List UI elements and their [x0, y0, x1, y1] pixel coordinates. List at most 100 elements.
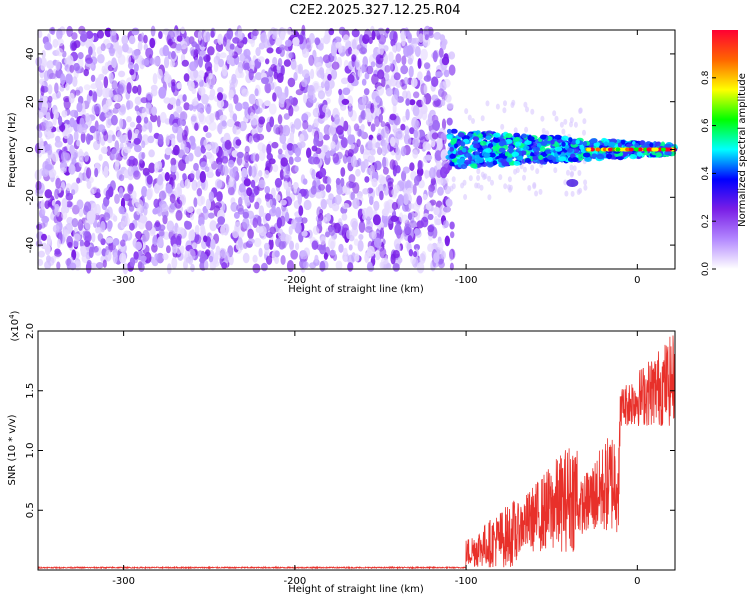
spectrogram-cell [395, 131, 403, 140]
spectrogram-cell [340, 77, 349, 85]
spectrogram-cell [54, 248, 61, 255]
spectrogram-cell [272, 56, 278, 66]
spectrogram-cell [438, 47, 444, 58]
spectrogram-cell [61, 198, 68, 210]
spectrogram-cell [126, 54, 132, 64]
spectrogram-cell [412, 105, 420, 117]
spectrogram-cell [144, 251, 152, 264]
spectrogram-cell [293, 118, 302, 130]
spectrogram-cell [433, 252, 440, 264]
spectrogram-cell [76, 177, 81, 184]
spectrogram-cell [540, 115, 545, 122]
spectrogram-cell [530, 164, 535, 171]
spectrogram-cell [149, 37, 156, 49]
spectrogram-cell [322, 54, 331, 64]
spectrogram-cell [388, 51, 394, 63]
y-tick-label: 40 [25, 48, 36, 61]
spectrogram-cell [95, 105, 100, 115]
spectrogram-cell [633, 147, 639, 152]
spectrogram-cell [487, 194, 492, 201]
spectrogram-cell [277, 114, 283, 125]
spectrogram-cell [69, 144, 75, 156]
spectrogram-cell [258, 247, 263, 258]
spectrogram-cell [205, 31, 211, 43]
spectrogram-cell [38, 137, 44, 150]
spectrogram-cell [133, 170, 141, 180]
spectrogram-cell [118, 70, 126, 78]
spectrogram-cell [109, 47, 115, 57]
spectrogram-cell [350, 38, 358, 49]
spectrogram-cell [278, 148, 283, 155]
spectrogram-cell [115, 159, 120, 167]
spectrogram-cell [403, 193, 409, 206]
spectrogram-cell [209, 220, 217, 232]
spectrogram-cell [190, 263, 195, 273]
spectrogram-cell [369, 195, 374, 206]
spectrogram-cell [86, 259, 92, 266]
spectrogram-cell [492, 132, 501, 138]
spectrogram-cell [422, 37, 431, 47]
spectrogram-cell [197, 30, 202, 41]
spectrogram-cell [459, 157, 465, 163]
spectrogram-cell [376, 85, 385, 96]
spectrogram-cell [360, 144, 365, 155]
spectrogram-cell [382, 156, 387, 169]
spectrogram-cell [311, 169, 316, 180]
spectrogram-cell [85, 30, 94, 39]
spectrogram-cell [431, 94, 439, 102]
spectrogram-cell [368, 36, 373, 45]
spectrogram-cell [203, 125, 209, 133]
spectrogram-cell [193, 97, 199, 106]
spectrogram-cell [118, 205, 125, 215]
spectrogram-cell [424, 169, 429, 179]
spectrogram-cell [263, 242, 270, 251]
spectrogram-cell [231, 150, 239, 158]
spectrogram-cell [189, 61, 198, 72]
colorbar-tick-label: 0.6 [701, 118, 711, 133]
spectrogram-cell [334, 194, 342, 205]
spectrogram-cell [291, 218, 297, 230]
spectrogram-cell [405, 108, 410, 121]
spectrogram-cell [246, 187, 253, 197]
y-tick-label: -40 [25, 237, 36, 253]
spectrogram-cell [420, 48, 428, 61]
spectrogram-cell [143, 206, 148, 216]
spectrogram-cell [137, 41, 143, 52]
spectrogram-cell [488, 152, 496, 158]
spectrogram-cell [476, 175, 481, 181]
spectrogram-cell [397, 257, 403, 264]
spectrogram-cell [298, 63, 303, 75]
spectrogram-cell [357, 68, 362, 78]
spectrogram-cell [196, 187, 203, 197]
spectrogram-cell [154, 253, 159, 261]
spectrogram-cell [120, 239, 126, 247]
spectrogram-cell [324, 231, 330, 238]
spectrogram-cell [136, 115, 142, 124]
spectrogram-cell [596, 154, 605, 160]
spectrogram-cell [324, 80, 330, 91]
spectrogram-cell [98, 154, 103, 161]
spectrogram-cell [53, 215, 59, 224]
spectrogram-cell [54, 188, 60, 200]
spectrogram-cell [503, 183, 508, 190]
spectrogram-cell [336, 125, 344, 135]
spectrogram-cell [507, 176, 512, 183]
spectrogram-cell [199, 171, 206, 183]
spectrogram-cell [250, 119, 258, 126]
spectrogram-cell [241, 88, 249, 98]
spectrogram-cell [162, 44, 170, 57]
spectrogram-cell [175, 43, 182, 51]
spectrogram-cell [258, 116, 266, 125]
spectrogram-cell [112, 215, 118, 222]
spectrogram-cell [358, 234, 364, 240]
spectrogram-cell [449, 185, 454, 192]
spectrogram-cell [73, 62, 80, 72]
spectrogram-cell [487, 157, 492, 163]
spectrogram-cell [172, 225, 178, 235]
spectrogram-cell [188, 173, 195, 181]
spectrogram-cell [561, 135, 569, 141]
spectrogram-cell [55, 60, 61, 71]
spectrogram-cell [209, 74, 216, 86]
spectrogram-cell [193, 197, 198, 208]
spectrogram-cell [184, 221, 193, 230]
